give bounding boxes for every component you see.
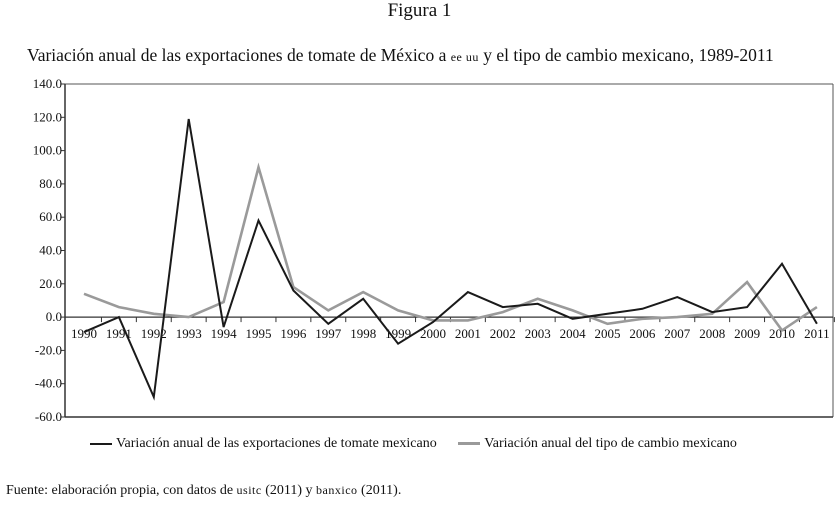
x-tick-label: 1996 xyxy=(280,326,307,341)
legend-item-exports: Variación anual de las exportaciones de … xyxy=(90,436,437,452)
y-axis-ticks: 140.0 120.0 100.0 80.0 60.0 40.0 20.0 0.0 -20.0 -… xyxy=(33,76,65,424)
x-tick-label: 2011 xyxy=(804,326,830,341)
x-tick-label: 2004 xyxy=(560,326,587,341)
x-tick-label: 2010 xyxy=(769,326,795,341)
x-tick-label: 2005 xyxy=(595,326,621,341)
y-tick-label: 40.0 xyxy=(39,243,62,258)
x-tick-label: 1995 xyxy=(246,326,272,341)
y-tick-label: -40.0 xyxy=(35,376,62,391)
x-tick-label: 2003 xyxy=(525,326,551,341)
source-mid: (2011) y xyxy=(261,483,317,498)
x-tick-label: 2001 xyxy=(455,326,481,341)
line-chart: 140.0 120.0 100.0 80.0 60.0 40.0 20.0 0.0 -20.0 -… xyxy=(33,76,835,424)
y-tick-label: -60.0 xyxy=(35,409,62,424)
x-tick-label: 2006 xyxy=(629,326,656,341)
x-tick-label: 1999 xyxy=(385,326,411,341)
y-tick-label: 120.0 xyxy=(33,109,62,124)
chart-title-country: ee uu xyxy=(450,50,479,64)
y-tick-label: 60.0 xyxy=(39,209,62,224)
source-banxico: banxico xyxy=(316,483,358,497)
legend-swatch-exchange-rate xyxy=(458,442,481,445)
y-tick-label: 140.0 xyxy=(33,76,62,91)
legend: Variación anual de las exportaciones de … xyxy=(90,434,755,452)
x-tick-label: 2008 xyxy=(699,326,725,341)
series-line-exchange-rate xyxy=(83,162,818,333)
x-tick-label: 2002 xyxy=(490,326,516,341)
axes xyxy=(64,83,834,418)
x-tick-label: 1993 xyxy=(176,326,202,341)
legend-label-exchange-rate: Variación anual del tipo de cambio mexic… xyxy=(484,435,737,451)
y-tick-label: -20.0 xyxy=(35,342,62,357)
y-tick-label: 100.0 xyxy=(33,143,62,158)
x-tick-label: 2000 xyxy=(420,326,446,341)
chart-title-post: y el tipo de cambio mexicano, 1989-2011 xyxy=(478,45,774,65)
x-tick-label: 2009 xyxy=(734,326,760,341)
x-tick-label: 1997 xyxy=(315,326,342,341)
source-note: Fuente: elaboración propia, con datos de… xyxy=(6,483,401,499)
y-tick-label: 20.0 xyxy=(39,276,62,291)
legend-item-exchange-rate: Variación anual del tipo de cambio mexic… xyxy=(458,436,737,452)
source-usitc: usitc xyxy=(236,483,262,497)
source-post: (2011). xyxy=(357,483,402,498)
y-tick-label: 0.0 xyxy=(46,309,62,324)
legend-swatch-exports xyxy=(90,443,112,445)
x-tick-label: 1998 xyxy=(350,326,376,341)
series-line-exports xyxy=(83,118,818,401)
source-pre: Fuente: elaboración propia, con datos de xyxy=(6,483,237,498)
x-tick-label: 1994 xyxy=(211,326,238,341)
series-lines xyxy=(83,118,818,401)
x-tick-label: 2007 xyxy=(664,326,691,341)
y-tick-label: 80.0 xyxy=(39,176,62,191)
figure-label: Figura 1 xyxy=(387,0,452,21)
chart-title: Variación anual de las exportaciones de … xyxy=(27,44,774,68)
chart-title-pre: Variación anual de las exportaciones de … xyxy=(27,45,451,65)
legend-label-exports: Variación anual de las exportaciones de … xyxy=(116,436,437,451)
